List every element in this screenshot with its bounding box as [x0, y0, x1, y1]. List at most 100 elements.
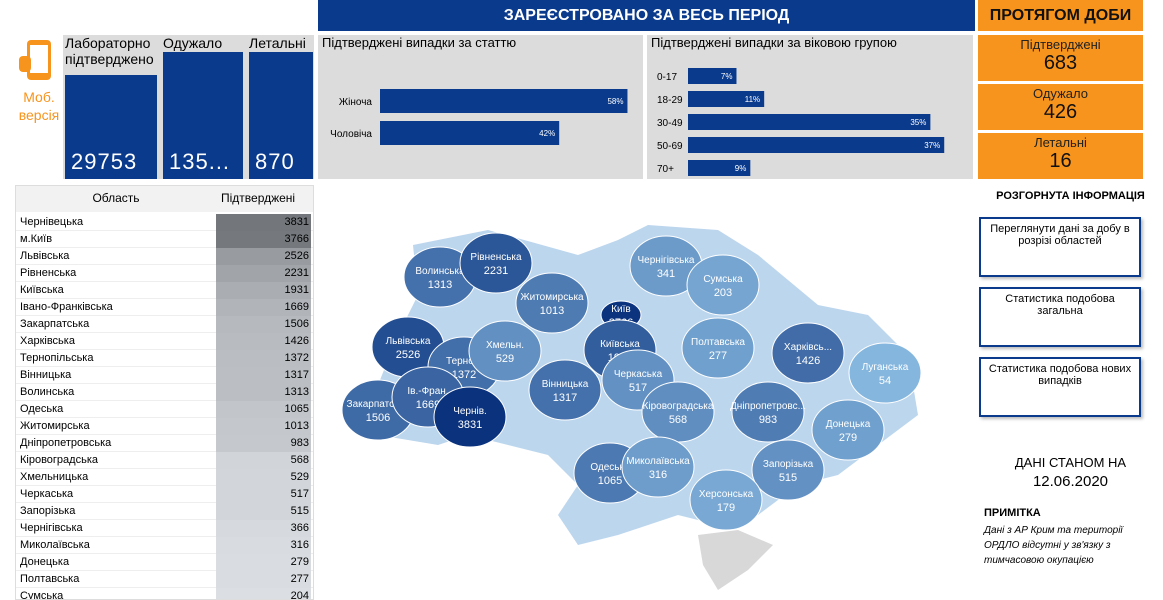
day-value: 426 — [1043, 101, 1078, 123]
bar — [688, 160, 751, 176]
value-cell — [216, 214, 311, 231]
region-value: 1426 — [796, 355, 820, 367]
category-label: 50-69 — [657, 141, 683, 152]
region-value: 366 — [290, 522, 309, 534]
region-label: Житомирська — [520, 292, 584, 303]
region-label: Кіровоградська — [643, 401, 714, 412]
table-header-cell[interactable]: Підтверджені — [221, 191, 296, 205]
kpi-value: 135... — [169, 149, 231, 174]
day-card: Одужало 426 — [978, 84, 1143, 130]
value-cell — [216, 350, 311, 367]
day-label: Летальні — [1034, 135, 1087, 150]
button[interactable]: Статистика подобова нових випадків — [979, 357, 1141, 417]
kpi-box: 135... — [163, 52, 243, 179]
region-label: Дніпропетровс... — [730, 401, 806, 412]
region-label: Черкаська — [614, 369, 663, 380]
table-row: Чернівецька 3831 — [16, 214, 313, 231]
mobile-link[interactable]: Моб. версія — [10, 88, 68, 124]
table-row: Полтавська 277 — [16, 571, 313, 588]
category-label: Чоловіча — [330, 129, 372, 140]
region-value: 983 — [290, 437, 309, 449]
region-label: Терноп. — [446, 356, 482, 367]
table-row: Львівська 2526 — [16, 248, 313, 265]
region-value: 1669 — [416, 399, 440, 411]
region-value: 316 — [290, 539, 309, 551]
region-label: Закарпатська — [347, 399, 410, 410]
table-row: Тернопільська 1372 — [16, 350, 313, 367]
region-value: 1931 — [284, 284, 309, 296]
bar — [380, 89, 628, 113]
value-cell — [216, 452, 311, 469]
kpi-label: Лабораторно підтверджено — [65, 35, 154, 67]
region-value: 2231 — [284, 267, 309, 279]
button[interactable]: Переглянути дані за добу в розрізі облас… — [979, 217, 1141, 277]
kpi-card: Летальні 870 — [249, 35, 313, 179]
region — [848, 342, 922, 404]
value-label: 58% — [607, 97, 623, 106]
region-value: 1065 — [284, 403, 309, 415]
region-value: 3831 — [458, 419, 482, 431]
region-value: 1669 — [284, 301, 309, 313]
region-label: Одеська — [590, 462, 630, 473]
region — [751, 439, 825, 501]
region-name: Вінницька — [20, 369, 72, 381]
table-header-cell[interactable]: Область — [92, 191, 140, 205]
region-value: 568 — [669, 414, 687, 426]
region-name: Миколаївська — [20, 539, 90, 551]
value-cell — [216, 503, 311, 520]
region-label: Чернів. — [453, 406, 487, 417]
mobile-icon[interactable] — [15, 38, 61, 84]
region — [731, 381, 805, 443]
value-cell — [216, 486, 311, 503]
region-value: 1313 — [428, 279, 452, 291]
table-row: Дніпропетровська 983 — [16, 435, 313, 452]
crimea — [698, 530, 773, 590]
region-name: Рівненська — [20, 267, 77, 279]
kpi-label: Летальні — [249, 35, 306, 51]
value-cell — [216, 248, 311, 265]
table-row: Чернігівська 366 — [16, 520, 313, 537]
kpi-value: 29753 — [71, 149, 138, 174]
table-row: Закарпатська 1506 — [16, 316, 313, 333]
value-cell — [216, 265, 311, 282]
info-title: РОЗГОРНУТА ІНФОРМАЦІЯ — [996, 190, 1145, 202]
table-row: Донецька 279 — [16, 554, 313, 571]
value-cell — [216, 333, 311, 350]
region-name: Чернівецька — [20, 216, 84, 228]
region-value: 529 — [290, 471, 309, 483]
region-value: 3766 — [284, 233, 309, 245]
region-name: Дніпропетровська — [20, 437, 112, 449]
region-name: Запорізька — [20, 505, 76, 517]
region-value: 1317 — [553, 392, 577, 404]
table-row: Житомирська 1013 — [16, 418, 313, 435]
region-label: Вінницька — [542, 379, 589, 390]
region-value: 1506 — [284, 318, 309, 330]
gender-chart: Підтверджені випадки за статтю Жіноча 58%… — [318, 35, 643, 179]
value-cell — [216, 316, 311, 333]
value-label: 7% — [721, 72, 733, 81]
region — [621, 436, 695, 498]
table-row: Хмельницька 529 — [16, 469, 313, 486]
chart-title: Підтверджені випадки за віковою групою — [651, 35, 897, 50]
region-value: 2231 — [484, 265, 508, 277]
day-label: Одужало — [1033, 86, 1088, 101]
bar — [688, 68, 737, 84]
region-label: Херсонська — [699, 489, 754, 500]
region-value: 1317 — [284, 369, 309, 381]
region — [433, 386, 507, 448]
region-value: 2526 — [396, 349, 420, 361]
region-name: Львівська — [20, 250, 70, 262]
region-label: Хмельн. — [486, 340, 524, 351]
kpi-box: 870 — [249, 52, 313, 179]
region-name: Київська — [20, 284, 64, 296]
map: Волинська 1313 Рівненська 2231 Житомирська 10… — [341, 225, 922, 590]
region-label: Луганська — [862, 362, 909, 373]
value-label: 35% — [910, 118, 926, 127]
day-label: Підтверджені — [1020, 37, 1101, 52]
button[interactable]: Статистика подобова загальна — [979, 287, 1141, 347]
region-value: 3831 — [284, 216, 309, 228]
region-label: Київ — [611, 304, 631, 315]
value-label: 37% — [924, 141, 940, 150]
region-label: Львівська — [386, 336, 431, 347]
day-value: 683 — [1043, 52, 1078, 74]
